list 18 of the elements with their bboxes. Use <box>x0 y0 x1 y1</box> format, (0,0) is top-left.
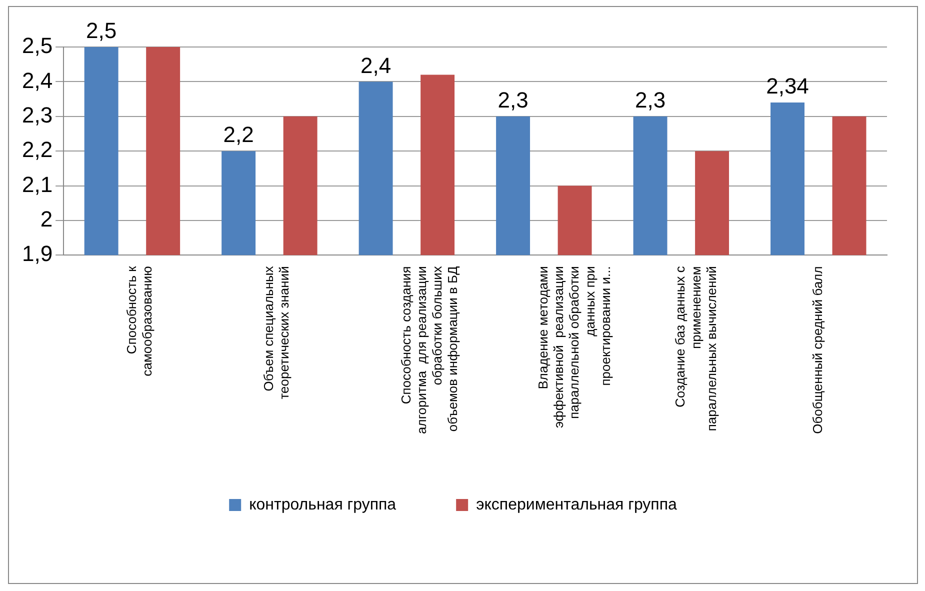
data-label: 2,3 <box>634 87 666 112</box>
y-tick-label: 2 <box>40 206 53 232</box>
y-tick-label: 2,3 <box>22 102 53 128</box>
data-label: 2,3 <box>498 87 528 112</box>
y-tick-label: 2,1 <box>22 172 53 197</box>
y-tick-label: 2,4 <box>22 68 53 93</box>
data-label: 2,2 <box>223 122 254 148</box>
legend-label: экспериментальная группа <box>476 496 678 514</box>
data-label: 2,34 <box>766 74 809 99</box>
x-tick-label: Владение методами эффективной реализации параллельной обработки данных при проектировании и... <box>535 266 613 428</box>
data-label: 2,5 <box>86 18 117 44</box>
x-tick-label: Обобщенный средний балл <box>810 266 825 434</box>
legend-label: контрольная группа <box>249 496 396 514</box>
data-label: 2,4 <box>360 52 392 78</box>
y-tick-label: 2,5 <box>22 33 53 58</box>
x-tick-label: Способность к самообразованию <box>124 266 154 376</box>
y-tick-label: 2,2 <box>22 137 53 162</box>
y-tick-label: 1,9 <box>22 241 53 266</box>
